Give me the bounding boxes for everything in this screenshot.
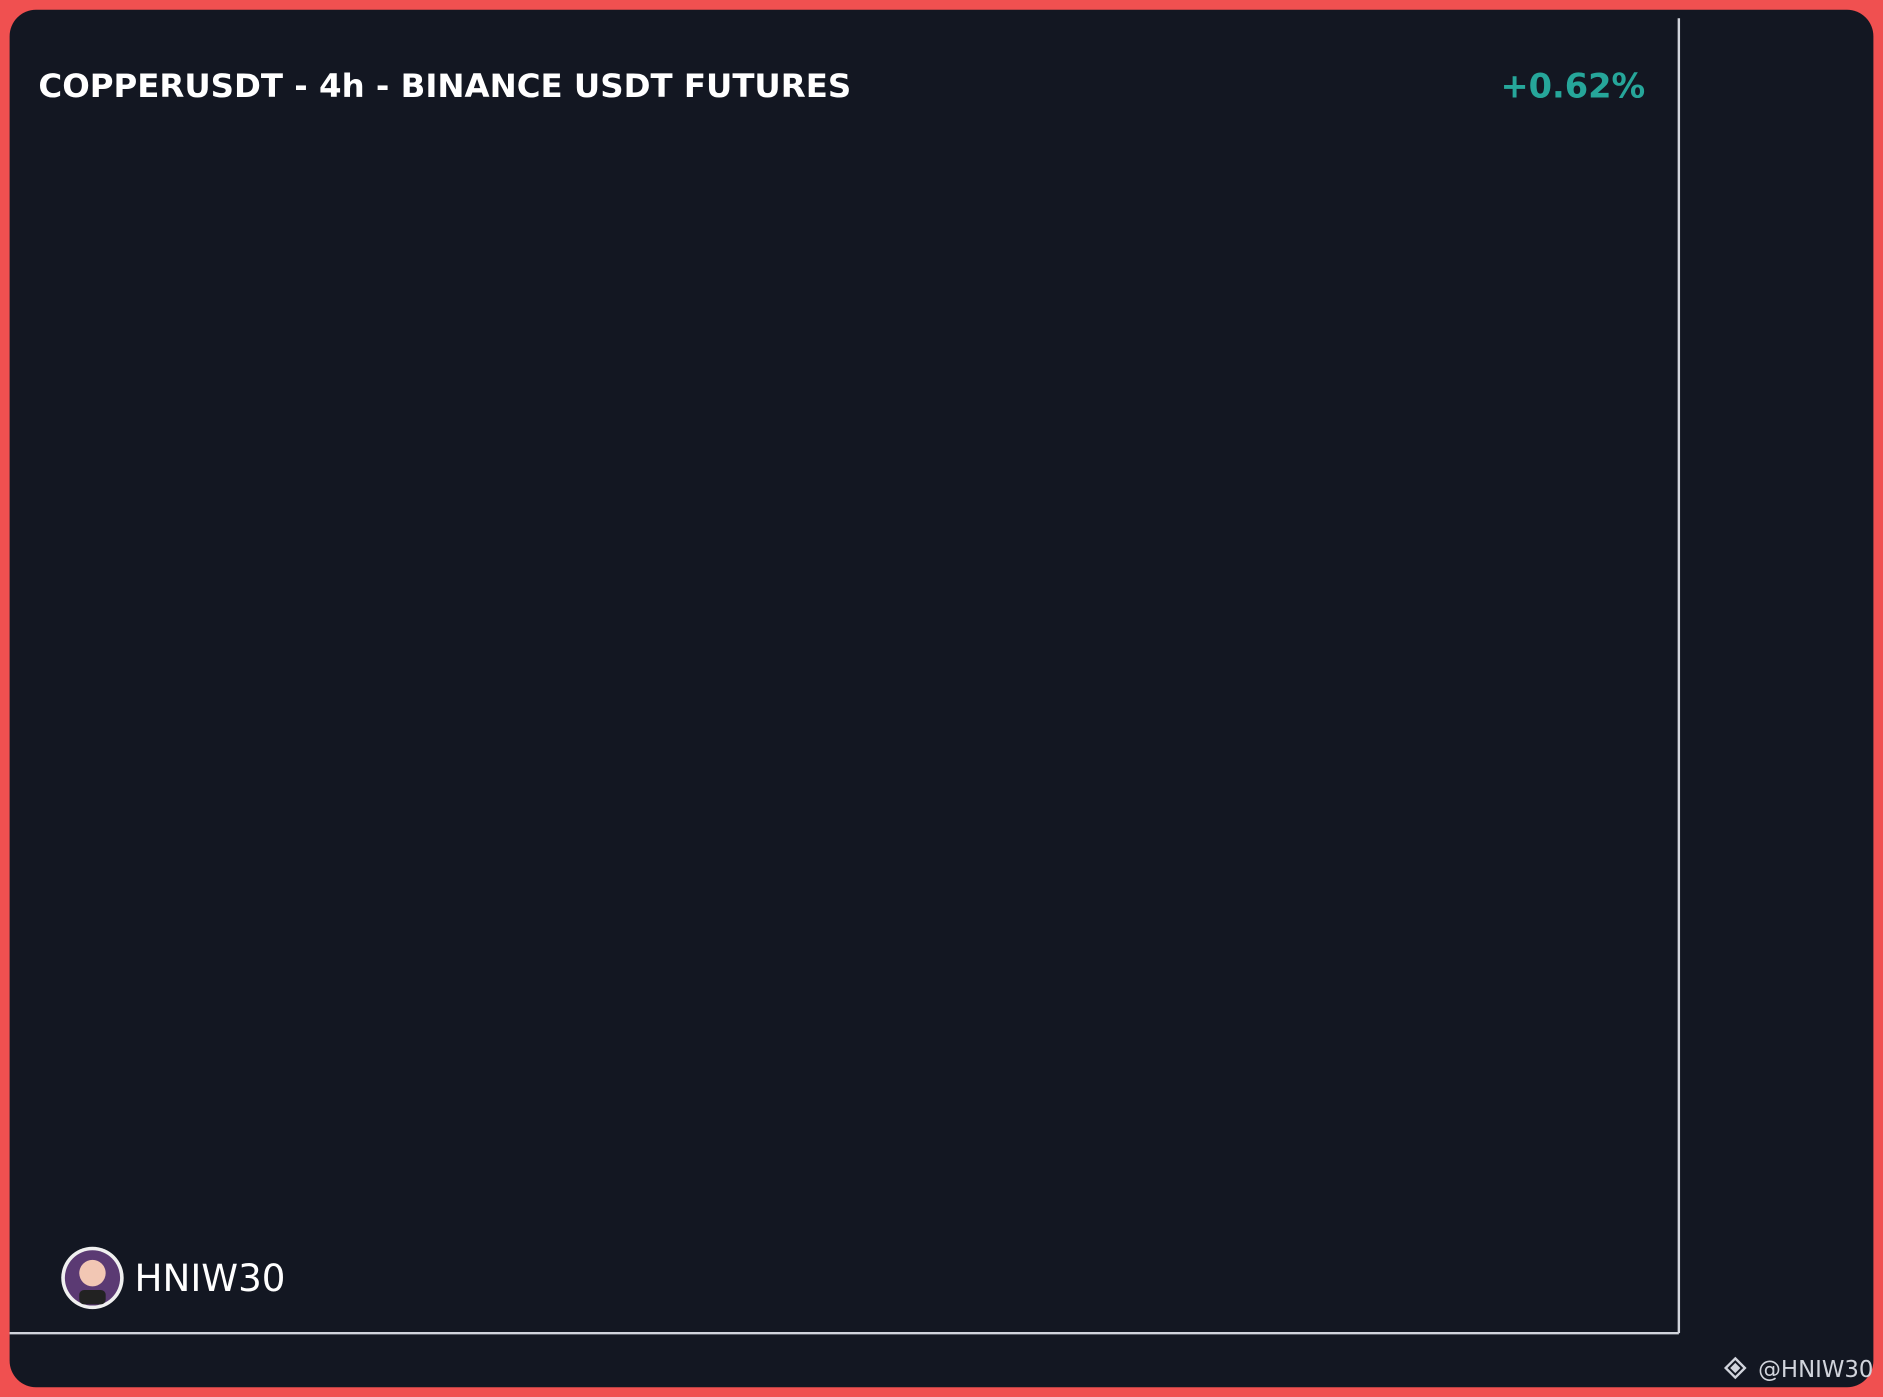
watermark: HNIW30 bbox=[135, 1256, 286, 1300]
credit-logo bbox=[1723, 1356, 1747, 1380]
credit: @HNIW30 bbox=[1758, 1357, 1873, 1383]
background bbox=[9, 9, 1874, 1388]
watermark-avatar bbox=[61, 1246, 124, 1310]
axes bbox=[9, 18, 1681, 1335]
chart-title: COPPERUSDT - 4h - BINANCE USDT FUTURES bbox=[38, 67, 851, 105]
change: +0.62% bbox=[1500, 66, 1645, 105]
